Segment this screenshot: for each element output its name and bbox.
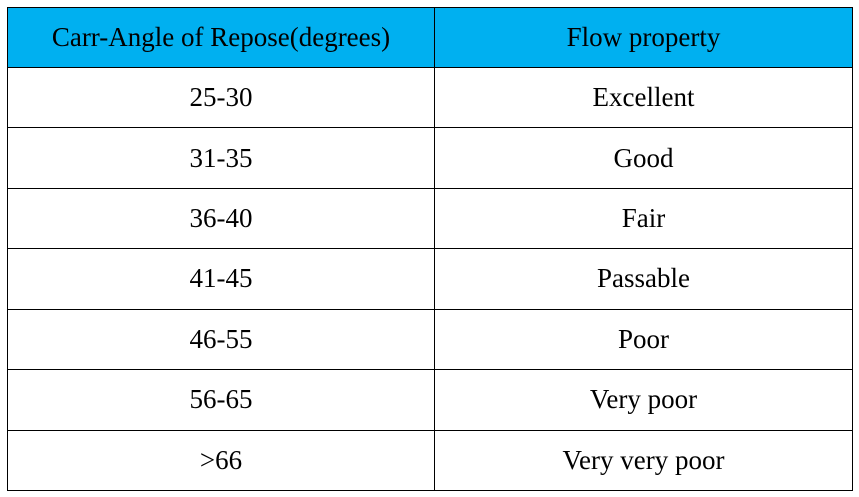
table-header-row: Carr-Angle of Repose(degrees) Flow prope… <box>7 7 853 68</box>
angle-range-cell: 36-40 <box>7 187 435 250</box>
flow-property-cell: Fair <box>434 187 853 250</box>
angle-of-repose-table-container: Carr-Angle of Repose(degrees) Flow prope… <box>7 7 853 492</box>
angle-of-repose-table: Carr-Angle of Repose(degrees) Flow prope… <box>7 7 853 492</box>
table-row: 31-35 Good <box>7 127 853 189</box>
table-row: >66 Very very poor <box>7 429 853 492</box>
table-row: 36-40 Fair <box>7 187 853 250</box>
angle-range-cell: 46-55 <box>7 308 435 371</box>
angle-range-cell: 41-45 <box>7 248 435 310</box>
table-row: 56-65 Very poor <box>7 369 853 431</box>
table-row: 25-30 Excellent <box>7 66 853 129</box>
flow-property-cell: Poor <box>434 308 853 371</box>
angle-range-cell: 56-65 <box>7 369 435 431</box>
flow-property-cell: Excellent <box>434 66 853 129</box>
flow-property-cell: Very very poor <box>434 429 853 492</box>
column-header-angle-of-repose: Carr-Angle of Repose(degrees) <box>7 7 435 68</box>
table-row: 41-45 Passable <box>7 248 853 310</box>
flow-property-cell: Good <box>434 127 853 189</box>
angle-range-cell: >66 <box>7 429 435 492</box>
angle-range-cell: 25-30 <box>7 66 435 129</box>
angle-range-cell: 31-35 <box>7 127 435 189</box>
table-row: 46-55 Poor <box>7 308 853 371</box>
flow-property-cell: Very poor <box>434 369 853 431</box>
flow-property-cell: Passable <box>434 248 853 310</box>
column-header-flow-property: Flow property <box>434 7 853 68</box>
